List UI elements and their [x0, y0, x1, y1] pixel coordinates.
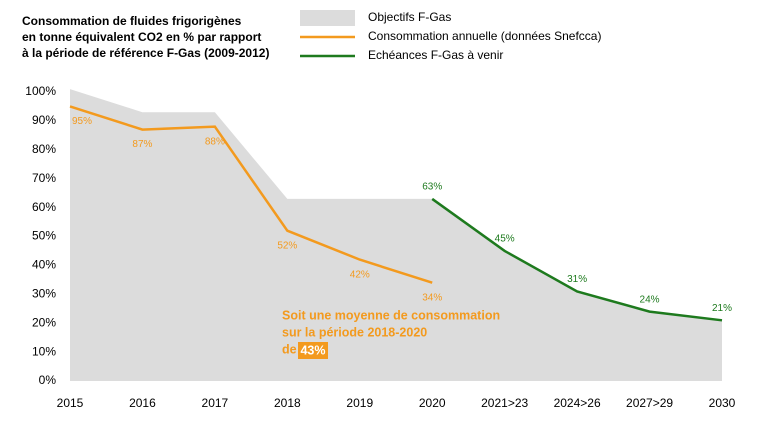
data-label: 34% — [422, 292, 442, 303]
line — [431, 197, 723, 322]
x-tick-label: 2016 — [129, 396, 156, 410]
chart-title: Consommation de fluides frigorigènes — [22, 14, 242, 28]
data-label: 63% — [422, 182, 442, 193]
y-tick-label: 20% — [32, 315, 56, 329]
data-label: 21% — [712, 303, 732, 314]
legend-label: Echéances F-Gas à venir — [368, 48, 503, 62]
annotation: de — [282, 342, 297, 356]
x-tick-label: 2024>26 — [554, 396, 601, 410]
x-tick-label: 2027>29 — [626, 396, 673, 410]
x-tick-label: 2015 — [57, 396, 84, 410]
annotation-highlight: 43% — [300, 343, 325, 357]
chart-title: à la période de référence F-Gas (2009-20… — [22, 46, 269, 60]
annotation: sur la période 2018-2020 — [282, 325, 427, 339]
y-tick-label: 0% — [39, 373, 57, 387]
x-tick-label: 2021>23 — [481, 396, 528, 410]
area — [70, 89, 722, 382]
x-tick-label: 2020 — [419, 396, 446, 410]
legend-swatch — [300, 10, 355, 26]
data-label: 52% — [277, 240, 297, 251]
x-tick-label: 2019 — [346, 396, 373, 410]
y-tick-label: 10% — [32, 344, 56, 358]
y-tick-label: 60% — [32, 200, 56, 214]
data-label: 31% — [567, 274, 587, 285]
y-tick-label: 90% — [32, 113, 56, 127]
y-tick-label: 100% — [25, 84, 56, 98]
data-label: 42% — [350, 269, 370, 280]
data-label: 88% — [205, 136, 225, 147]
y-tick-label: 30% — [32, 286, 56, 300]
annotation: Soit une moyenne de consommation — [282, 308, 500, 322]
x-tick-label: 2030 — [709, 396, 736, 410]
y-tick-label: 70% — [32, 171, 56, 185]
y-tick-label: 40% — [32, 258, 56, 272]
highlight-box — [298, 342, 328, 359]
data-label: 95% — [72, 116, 92, 127]
legend-label: Consommation annuelle (données Snefcca) — [368, 29, 601, 43]
legend-label: Objectifs F-Gas — [368, 10, 451, 24]
chart-title: en tonne équivalent CO2 en % par rapport — [22, 30, 261, 44]
data-label: 87% — [132, 139, 152, 150]
x-tick-label: 2017 — [202, 396, 229, 410]
y-tick-label: 80% — [32, 142, 56, 156]
y-tick-label: 50% — [32, 229, 56, 243]
data-label: 45% — [495, 234, 515, 245]
line — [69, 105, 433, 284]
x-tick-label: 2018 — [274, 396, 301, 410]
data-label: 24% — [640, 294, 660, 305]
